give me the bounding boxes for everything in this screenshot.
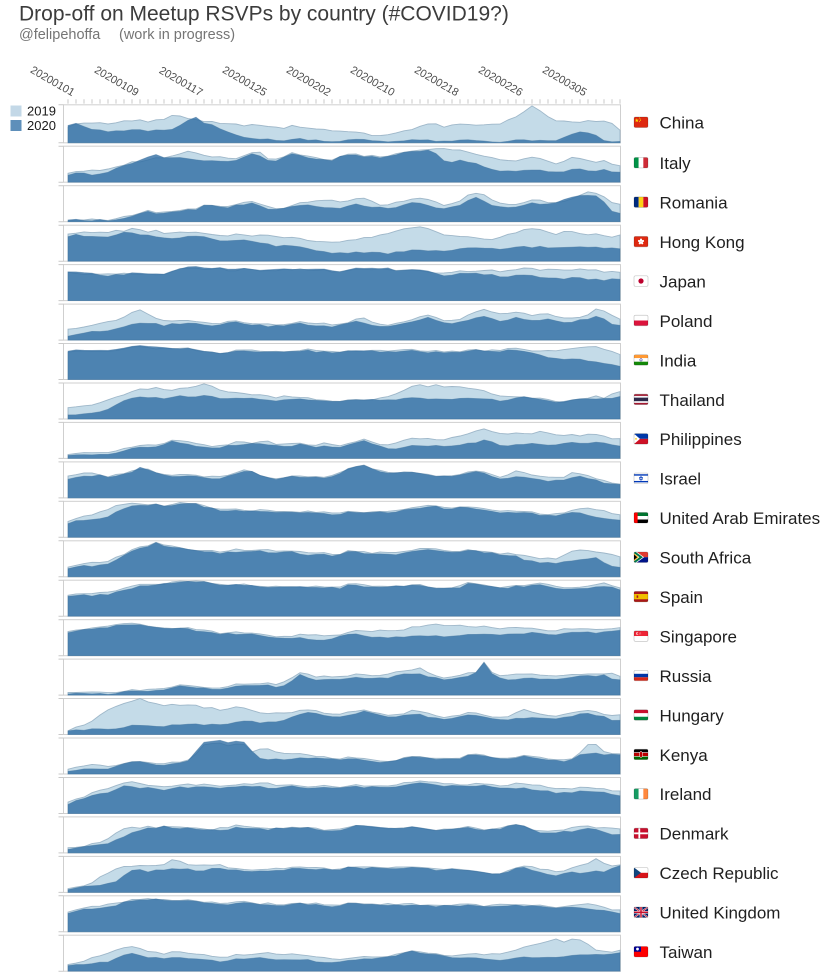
svg-text:Drop-off on Meetup RSVPs by co: Drop-off on Meetup RSVPs by country (#CO… bbox=[19, 3, 509, 26]
svg-text:South Africa: South Africa bbox=[660, 549, 752, 568]
svg-text:Romania: Romania bbox=[660, 194, 729, 213]
svg-text:Denmark: Denmark bbox=[660, 825, 729, 844]
svg-text:Italy: Italy bbox=[660, 154, 692, 173]
svg-text:Japan: Japan bbox=[660, 272, 706, 291]
svg-text:United Kingdom: United Kingdom bbox=[660, 904, 781, 923]
svg-text:Ireland: Ireland bbox=[660, 785, 712, 804]
svg-text:Hungary: Hungary bbox=[660, 706, 725, 725]
svg-text:United Arab Emirates: United Arab Emirates bbox=[660, 509, 821, 528]
svg-text:(work in progress): (work in progress) bbox=[119, 27, 235, 43]
svg-text:Taiwan: Taiwan bbox=[660, 943, 713, 962]
svg-text:Thailand: Thailand bbox=[660, 391, 725, 410]
svg-text:Israel: Israel bbox=[660, 470, 702, 489]
svg-text:Philippines: Philippines bbox=[660, 430, 742, 449]
svg-text:2020: 2020 bbox=[27, 118, 56, 133]
svg-text:China: China bbox=[660, 114, 705, 133]
svg-text:Spain: Spain bbox=[660, 588, 703, 607]
svg-text:India: India bbox=[660, 351, 697, 370]
svg-text:2019: 2019 bbox=[27, 104, 56, 119]
svg-text:Poland: Poland bbox=[660, 312, 713, 331]
svg-text:Kenya: Kenya bbox=[660, 746, 709, 765]
svg-text:@felipehoffa: @felipehoffa bbox=[19, 27, 101, 43]
svg-text:Singapore: Singapore bbox=[660, 628, 738, 647]
svg-text:Russia: Russia bbox=[660, 667, 713, 686]
svg-text:Czech Republic: Czech Republic bbox=[660, 864, 780, 883]
svg-text:Hong Kong: Hong Kong bbox=[660, 233, 745, 252]
